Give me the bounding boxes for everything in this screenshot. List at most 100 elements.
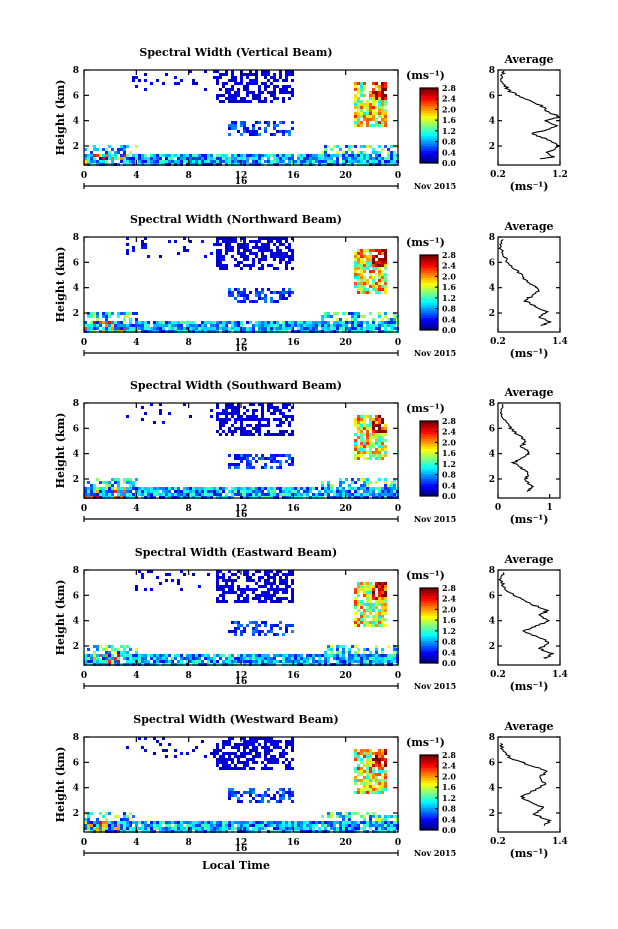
x-tick-label: 8 bbox=[186, 171, 192, 181]
colorbar-tick-label: 0.0 bbox=[442, 658, 456, 668]
date-label: 16 bbox=[235, 844, 248, 854]
colorbar: 0.00.40.81.21.62.02.42.8 bbox=[419, 83, 456, 168]
colorbar-tick-label: 2.4 bbox=[442, 761, 456, 771]
colorbar-tick-label: 1.6 bbox=[442, 782, 456, 792]
x-tick-label: 8 bbox=[186, 504, 192, 514]
x-tick-label: 12 bbox=[235, 838, 248, 848]
y-axis-label: Height (km) bbox=[54, 413, 67, 489]
x-tick-label: 20 bbox=[339, 504, 352, 514]
x-tick-label: 8 bbox=[186, 338, 192, 348]
x-tick-label: 0 bbox=[395, 504, 401, 514]
x-tick-label: 8 bbox=[186, 838, 192, 848]
average-title: Average bbox=[503, 386, 553, 399]
average-y-tick: 8 bbox=[489, 233, 495, 243]
panel-title: Spectral Width (Vertical Beam) bbox=[139, 46, 332, 59]
colorbar-tick-label: 1.6 bbox=[442, 115, 456, 125]
x-tick-label: 0 bbox=[81, 504, 87, 514]
date-label: 16 bbox=[235, 677, 248, 687]
average-y-tick: 4 bbox=[489, 450, 495, 460]
y-tick-label: 4 bbox=[73, 117, 79, 127]
average-x-tick: 0.2 bbox=[490, 170, 506, 180]
average-y-tick: 6 bbox=[489, 258, 495, 268]
panel-title: Spectral Width (Northward Beam) bbox=[130, 213, 342, 226]
y-tick-label: 2 bbox=[73, 642, 79, 652]
colorbar-tick-label: 0.0 bbox=[442, 825, 456, 835]
x-tick-label: 4 bbox=[133, 171, 139, 181]
average-y-tick: 2 bbox=[489, 142, 495, 152]
average-title: Average bbox=[503, 53, 553, 66]
colorbar: 0.00.40.81.21.62.02.42.8 bbox=[419, 250, 456, 335]
x-tick-label: 16 bbox=[287, 338, 300, 348]
y-tick-label: 6 bbox=[73, 591, 79, 601]
x-tick-label: 0 bbox=[395, 171, 401, 181]
average-x-tick: 1.4 bbox=[552, 670, 568, 680]
panel-1: Spectral Width (Vertical Beam) 2 4 6 8 Height… bbox=[54, 46, 568, 193]
average-profile-panel: Average 2 4 6 8 0 1(ms⁻¹) bbox=[489, 386, 561, 526]
colorbar-tick-label: 0.4 bbox=[442, 147, 456, 157]
colorbar-tick-label: 2.0 bbox=[442, 604, 456, 614]
colorbar-tick-label: 0.4 bbox=[442, 647, 456, 657]
x-tick-label: 0 bbox=[81, 171, 87, 181]
average-x-tick: 1.2 bbox=[552, 170, 568, 180]
average-title: Average bbox=[503, 553, 553, 566]
colorbar-tick-label: 1.2 bbox=[442, 293, 456, 303]
colorbar-tick-label: 2.8 bbox=[442, 250, 456, 260]
heatmap-cells bbox=[84, 737, 399, 833]
colorbar-tick-label: 2.0 bbox=[442, 104, 456, 114]
average-y-tick: 2 bbox=[489, 809, 495, 819]
average-x-label: (ms⁻¹) bbox=[510, 513, 549, 526]
x-tick-label: 4 bbox=[133, 671, 139, 681]
x-tick-label: 4 bbox=[133, 838, 139, 848]
colorbar: 0.00.40.81.21.62.02.42.8 bbox=[419, 416, 456, 501]
colorbar-tick-label: 2.8 bbox=[442, 583, 456, 593]
colorbar-tick-label: 0.8 bbox=[442, 137, 456, 147]
x-tick-label: 16 bbox=[287, 671, 300, 681]
y-tick-label: 4 bbox=[73, 617, 79, 627]
average-y-tick: 8 bbox=[489, 399, 495, 409]
colorbar-tick-label: 2.0 bbox=[442, 271, 456, 281]
heatmap-cells bbox=[84, 70, 399, 166]
y-tick-label: 8 bbox=[73, 66, 79, 76]
colorbar: 0.00.40.81.21.62.02.42.8 bbox=[419, 750, 456, 835]
y-axis-label: Height (km) bbox=[54, 747, 67, 823]
month-label: Nov 2015 bbox=[414, 514, 456, 524]
average-profile-line bbox=[500, 70, 561, 160]
colorbar-tick-label: 0.8 bbox=[442, 304, 456, 314]
x-tick-label: 20 bbox=[339, 838, 352, 848]
x-tick-label: 8 bbox=[186, 671, 192, 681]
colorbar-tick-label: 1.2 bbox=[442, 459, 456, 469]
average-profile-line bbox=[499, 403, 535, 492]
average-profile-panel: Average 2 4 6 8 0.2 1.4(ms⁻¹) bbox=[489, 553, 568, 693]
x-tick-label: 0 bbox=[81, 838, 87, 848]
colorbar-tick-label: 2.0 bbox=[442, 771, 456, 781]
y-axis-label: Height (km) bbox=[54, 247, 67, 323]
average-y-tick: 6 bbox=[489, 591, 495, 601]
y-tick-label: 8 bbox=[73, 233, 79, 243]
month-label: Nov 2015 bbox=[414, 348, 456, 358]
y-tick-label: 4 bbox=[73, 784, 79, 794]
x-tick-label: 12 bbox=[235, 171, 248, 181]
average-y-tick: 4 bbox=[489, 117, 495, 127]
colorbar-tick-label: 1.6 bbox=[442, 448, 456, 458]
colorbar-tick-label: 1.6 bbox=[442, 282, 456, 292]
average-profile-panel: Average 2 4 6 8 0.2 1.4(ms⁻¹) bbox=[489, 220, 568, 360]
x-tick-label: 0 bbox=[395, 338, 401, 348]
colorbar: 0.00.40.81.21.62.02.42.8 bbox=[419, 583, 456, 668]
colorbar-unit: (ms⁻¹) bbox=[406, 569, 445, 582]
average-x-tick: 0.2 bbox=[490, 337, 506, 347]
y-tick-label: 2 bbox=[73, 475, 79, 485]
x-tick-label: 16 bbox=[287, 171, 300, 181]
average-y-tick: 2 bbox=[489, 309, 495, 319]
average-y-tick: 4 bbox=[489, 284, 495, 294]
x-tick-label: 0 bbox=[395, 671, 401, 681]
date-label: 16 bbox=[235, 510, 248, 520]
colorbar-tick-label: 0.8 bbox=[442, 637, 456, 647]
average-y-tick: 6 bbox=[489, 424, 495, 434]
colorbar-unit: (ms⁻¹) bbox=[406, 736, 445, 749]
x-tick-label: 0 bbox=[81, 338, 87, 348]
average-x-label: (ms⁻¹) bbox=[510, 180, 549, 193]
x-tick-label: 12 bbox=[235, 671, 248, 681]
colorbar-unit: (ms⁻¹) bbox=[406, 402, 445, 415]
heatmap-cells bbox=[84, 403, 399, 499]
